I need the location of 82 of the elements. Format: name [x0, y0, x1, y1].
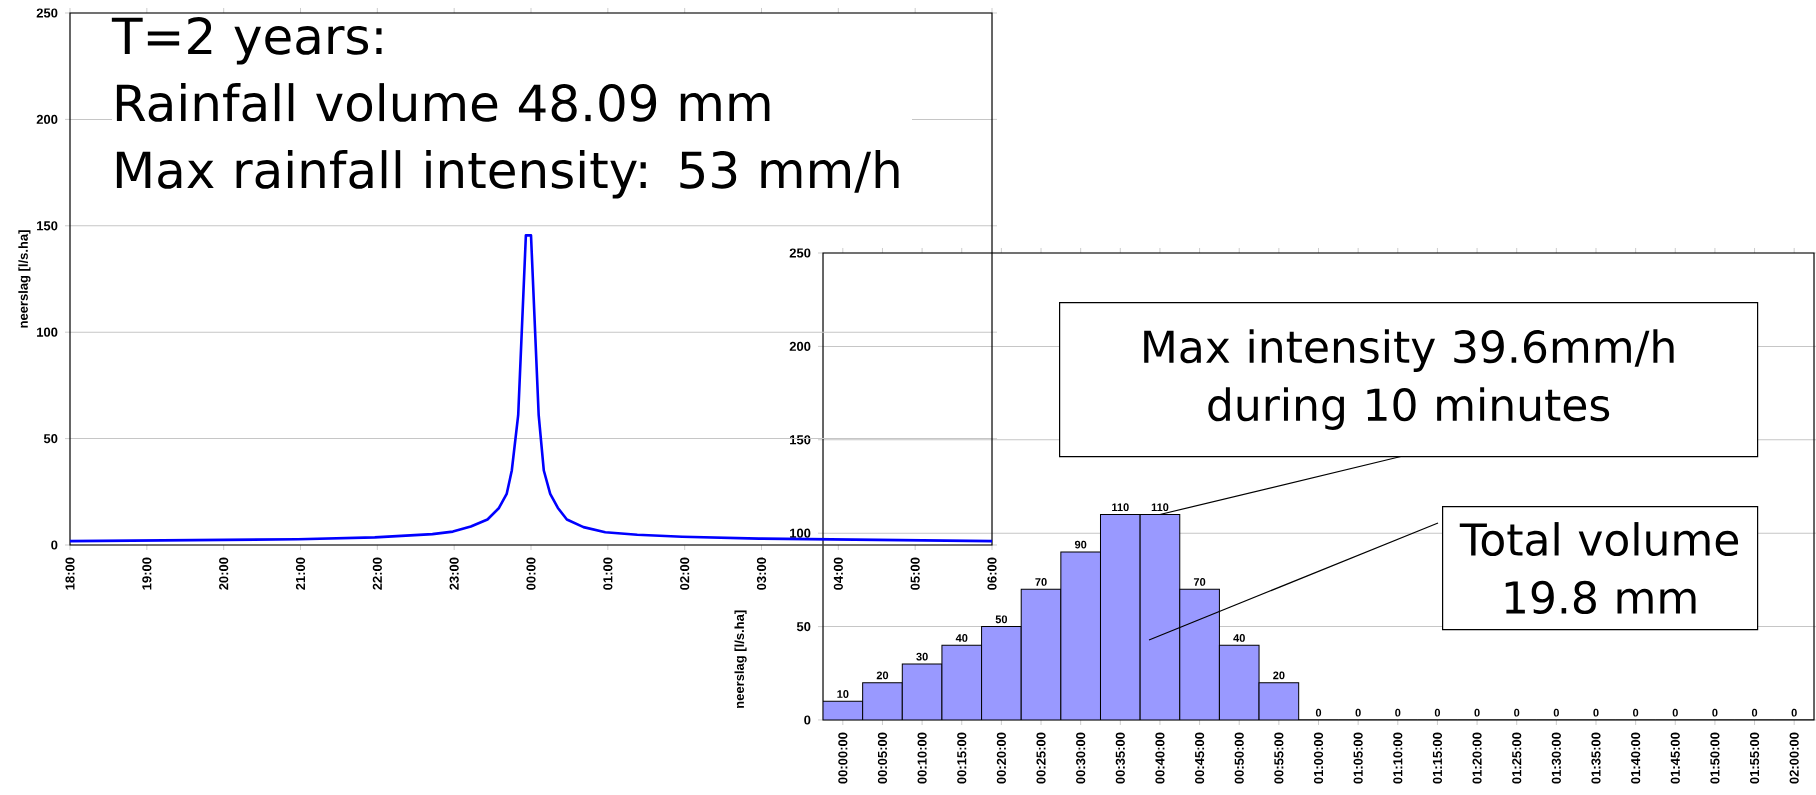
data-label: 0 — [1395, 708, 1401, 717]
data-label: 10 — [837, 690, 849, 698]
y-tick-label: 200 — [36, 114, 58, 124]
y-tick-label: 50 — [796, 622, 811, 632]
x-tick-label: 00:00 — [526, 557, 536, 590]
x-tick-label: 01:00 — [603, 557, 613, 590]
y-tick-label: 100 — [37, 327, 58, 337]
data-label: 40 — [1233, 634, 1245, 642]
annotation: T=2 years: — [111, 16, 382, 65]
x-tick-label: 01:15:00 — [1432, 732, 1443, 784]
data-label: 0 — [1474, 708, 1480, 717]
x-tick-label: 01:10:00 — [1393, 732, 1403, 784]
x-tick-label: 05:00 — [910, 557, 920, 590]
data-label: 0 — [1593, 708, 1599, 717]
data-label: 0 — [1553, 708, 1559, 717]
data-label: 0 — [1514, 708, 1520, 717]
x-tick-label: 01:30:00 — [1551, 732, 1561, 784]
data-label: 50 — [995, 615, 1008, 624]
y-axis-title: neerslag [l/s.ha] — [18, 230, 31, 328]
y-tick-label: 200 — [789, 341, 811, 351]
data-label: 110 — [1151, 503, 1169, 512]
y-tick-label: 100 — [790, 528, 811, 538]
x-tick-label: 02:00:00 — [1789, 732, 1799, 784]
annotation: Rainfall volume 48.09 mm — [116, 83, 770, 122]
data-label: 0 — [1712, 708, 1718, 717]
x-tick-label: 00:25:00 — [1036, 732, 1046, 784]
data-label: 90 — [1074, 540, 1087, 549]
data-label: 110 — [1112, 503, 1129, 512]
x-tick-label: 01:40:00 — [1631, 732, 1641, 784]
x-tick-label: 01:20:00 — [1472, 732, 1482, 784]
y-tick-label: 50 — [43, 434, 58, 444]
data-label: 0 — [1633, 708, 1639, 717]
annotation: Max rainfall intensity: 53 mm/h — [116, 150, 899, 199]
data-label: 40 — [955, 634, 968, 642]
data-label: 30 — [916, 652, 928, 661]
x-tick-label: 00:45:00 — [1195, 732, 1205, 784]
x-tick-label: 01:45:00 — [1670, 732, 1680, 784]
data-label: 70 — [1193, 578, 1206, 586]
annotation: Max intensity 39.6mm/h during 10 minutes — [1144, 329, 1674, 430]
data-label: 20 — [876, 671, 889, 680]
x-tick-label: 00:30:00 — [1076, 732, 1086, 784]
y-tick-label: 0 — [804, 715, 811, 725]
data-label: 0 — [1672, 708, 1678, 717]
data-label: 0 — [1355, 708, 1361, 717]
x-tick-label: 01:50:00 — [1710, 732, 1720, 784]
x-tick-label: 00:35:00 — [1115, 732, 1125, 784]
x-tick-label: 21:00 — [295, 557, 306, 590]
x-tick-label: 00:50:00 — [1234, 732, 1244, 784]
x-tick-label: 00:40:00 — [1155, 732, 1165, 784]
x-tick-label: 00:10:00 — [917, 732, 927, 784]
y-tick-label: 250 — [36, 8, 58, 18]
y-axis-title: neerslag [l/s.ha] — [734, 610, 747, 708]
data-label: 0 — [1791, 708, 1797, 717]
y-tick-label: 0 — [51, 540, 58, 550]
x-tick-label: 01:25:00 — [1512, 732, 1522, 784]
y-tick-label: 150 — [37, 221, 58, 231]
data-label: 0 — [1315, 708, 1322, 717]
data-label: 0 — [1434, 708, 1441, 717]
x-tick-label: 00:05:00 — [877, 732, 888, 784]
x-tick-label: 01:55:00 — [1749, 732, 1760, 784]
annotation: Total volume 19.8 mm — [1459, 522, 1739, 615]
x-tick-label: 02:00 — [680, 557, 690, 590]
x-tick-label: 03:00 — [756, 557, 767, 590]
x-tick-label: 00:15:00 — [957, 732, 967, 784]
x-tick-label: 01:00:00 — [1313, 732, 1324, 784]
data-label: 0 — [1751, 708, 1758, 717]
data-label: 20 — [1273, 671, 1285, 680]
y-tick-label: 250 — [789, 248, 811, 258]
x-tick-label: 01:05:00 — [1353, 732, 1363, 784]
x-tick-label: 00:00:00 — [838, 732, 848, 784]
x-tick-label: 18:00 — [65, 557, 75, 590]
x-tick-label: 06:00 — [987, 557, 997, 590]
x-tick-label: 01:35:00 — [1591, 732, 1601, 784]
x-tick-label: 19:00 — [142, 557, 152, 590]
x-tick-label: 22:00 — [372, 557, 382, 590]
x-tick-label: 20:00 — [219, 557, 229, 590]
data-label: 70 — [1035, 578, 1047, 586]
x-tick-label: 23:00 — [449, 557, 459, 590]
x-tick-label: 00:55:00 — [1274, 732, 1284, 784]
x-tick-label: 00:20:00 — [996, 732, 1006, 784]
x-tick-label: 04:00 — [833, 557, 843, 590]
line-series — [70, 234, 993, 543]
